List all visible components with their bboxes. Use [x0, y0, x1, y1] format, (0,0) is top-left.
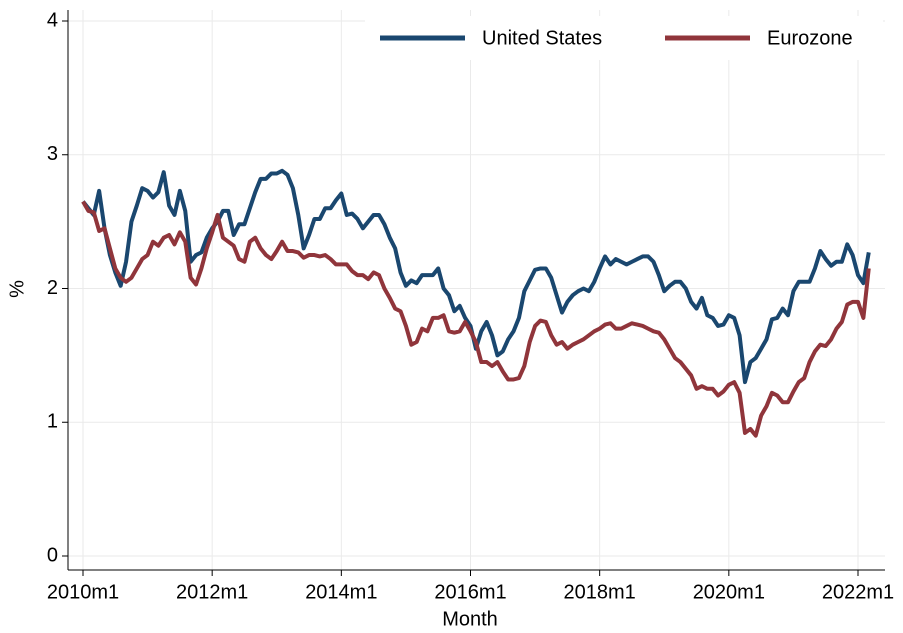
- y-tick-label: 1: [47, 411, 58, 433]
- x-tick-label: 2020m1: [693, 581, 765, 603]
- y-tick-label: 2: [47, 277, 58, 299]
- x-tick-label: 2010m1: [47, 581, 119, 603]
- x-tick-label: 2014m1: [305, 581, 377, 603]
- x-tick-label: 2016m1: [434, 581, 506, 603]
- x-tick-label: 2022m1: [822, 581, 894, 603]
- x-tick-label: 2012m1: [176, 581, 248, 603]
- y-tick-label: 4: [47, 9, 58, 31]
- y-tick-label: 3: [47, 143, 58, 165]
- y-tick-label: 0: [47, 544, 58, 566]
- x-axis-label: Month: [442, 608, 498, 630]
- series-line: [81, 200, 871, 438]
- x-tick-label: 2018m1: [564, 581, 636, 603]
- legend-label: Eurozone: [767, 27, 853, 49]
- legend-label: United States: [482, 27, 602, 49]
- y-axis-label: %: [6, 280, 28, 298]
